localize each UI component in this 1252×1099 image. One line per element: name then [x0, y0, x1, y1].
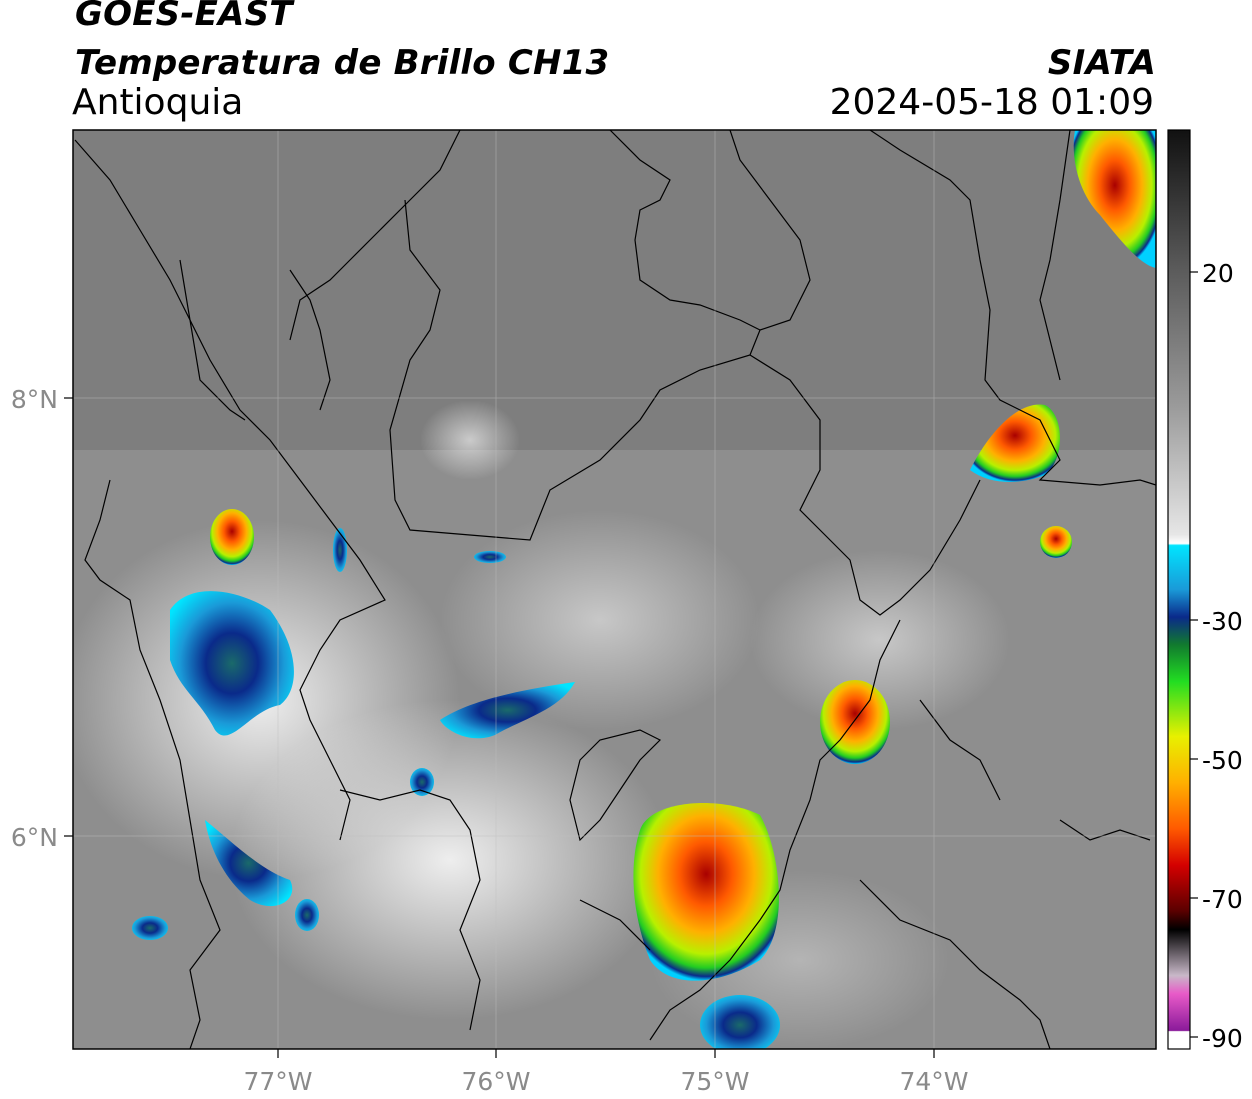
storm-cell-northeast — [970, 404, 1060, 482]
lon-tick-label: 75°W — [680, 1067, 749, 1096]
storm-cell-south — [633, 803, 779, 981]
datetime-label: 2024-05-18 01:09 — [829, 82, 1154, 123]
map-frame — [72, 129, 1157, 1050]
lon-tick-label: 74°W — [899, 1067, 968, 1096]
colorbar-tick-label: -90 — [1202, 1024, 1243, 1053]
product-title: Temperatura de Brillo CH13 — [75, 43, 610, 83]
colorbar-tick-label: -50 — [1202, 746, 1243, 775]
colorbar-tick-label: -30 — [1202, 607, 1243, 636]
lat-tick-label: 8°N — [11, 385, 58, 414]
colorbar — [1167, 129, 1191, 1050]
lat-tick-label: 6°N — [11, 823, 58, 852]
region-label: Antioquia — [72, 82, 244, 123]
satellite-image — [73, 130, 1156, 1049]
lon-tick-label: 76°W — [461, 1067, 530, 1096]
boundary-lines — [74, 130, 1156, 1049]
colorbar-tick-label: 20 — [1202, 259, 1234, 288]
storm-cell-corner — [1073, 130, 1156, 268]
cold-cloud-west — [170, 591, 294, 736]
storm-cell-east — [820, 680, 890, 764]
graticule — [73, 130, 1156, 1049]
satellite-title: GOES-EAST — [75, 0, 293, 34]
colorbar-tick-label: -70 — [1202, 885, 1243, 914]
lon-tick-label: 77°W — [243, 1067, 312, 1096]
organization-label: SIATA — [1047, 43, 1156, 83]
